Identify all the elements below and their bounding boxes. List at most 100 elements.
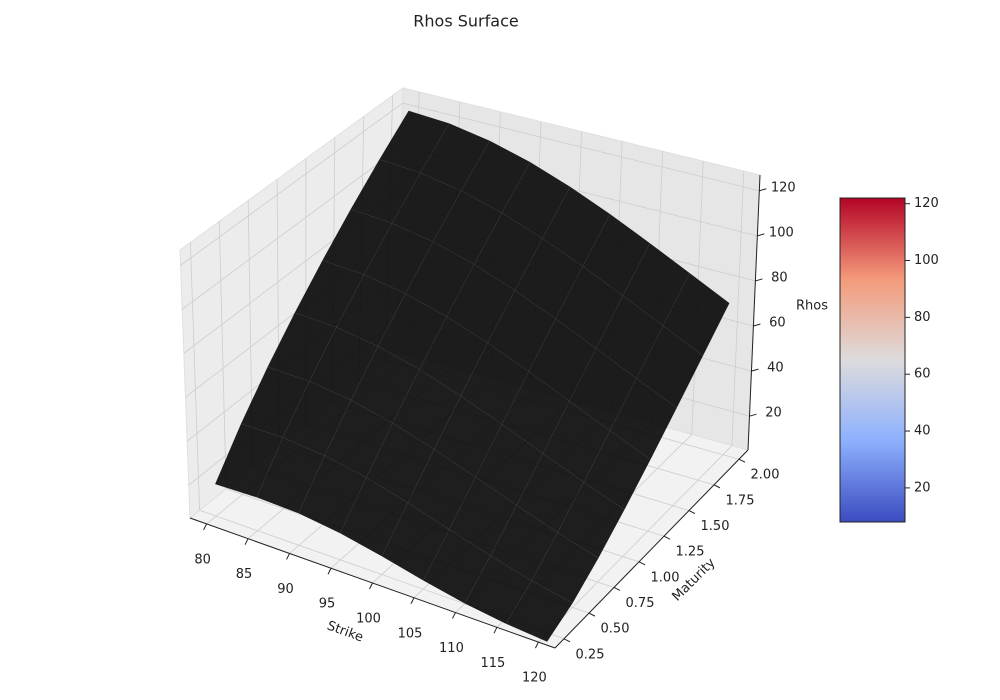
surface-facet	[460, 342, 529, 425]
surface-facet	[583, 430, 651, 510]
z-tick-label: 80	[771, 270, 788, 285]
x-tick-label: 110	[439, 641, 464, 656]
colorbar-tick-label: 80	[914, 310, 931, 325]
surface-facet	[215, 423, 283, 498]
surface-facet	[449, 477, 517, 556]
surface-facet	[474, 212, 543, 291]
tick-mark	[203, 523, 208, 531]
surface-facet	[487, 290, 556, 372]
z-tick-label: 100	[769, 225, 794, 240]
surface-facet	[475, 424, 543, 506]
surface-facet	[446, 264, 515, 343]
z-tick-label: 40	[767, 361, 784, 376]
tick-mark	[751, 368, 759, 372]
tick-mark	[713, 484, 721, 489]
surface-facet	[392, 369, 461, 450]
surface-facet	[379, 110, 450, 173]
surface-facet	[241, 366, 310, 438]
tick-mark	[688, 510, 696, 514]
tick-mark	[588, 612, 596, 617]
tick-mark	[663, 535, 671, 540]
grid-line	[538, 445, 733, 643]
colorbar-gradient	[839, 197, 906, 523]
surface-facet	[501, 162, 571, 239]
z-tick-label: 60	[769, 316, 786, 331]
surface-facet	[582, 214, 650, 296]
grid-line	[189, 242, 200, 511]
tick-mark	[757, 233, 765, 237]
surface-facet	[542, 401, 610, 483]
surface-facet	[531, 532, 599, 603]
surface-facet	[366, 423, 435, 503]
x-tick-label: 80	[194, 552, 211, 567]
surface-facet	[490, 505, 558, 581]
tick-mark	[738, 458, 746, 463]
tick-mark	[327, 568, 332, 575]
y-tick-label: 1.50	[701, 519, 730, 534]
surface-facet	[350, 159, 421, 224]
tick-mark	[755, 278, 763, 282]
tick-mark	[410, 597, 415, 604]
tick-mark	[613, 587, 621, 591]
surface-facet	[392, 172, 462, 242]
surface-facet	[636, 325, 703, 408]
surface-facet	[351, 346, 420, 424]
y-tick-label: 1.00	[651, 570, 680, 585]
y-tick-label: 1.75	[726, 493, 755, 508]
grid-line	[402, 102, 760, 192]
tick-mark	[286, 553, 290, 560]
surface-facet	[298, 455, 367, 534]
surface-facet	[378, 293, 447, 370]
tick-mark	[638, 561, 646, 566]
surface-facet	[324, 400, 393, 478]
x-tick-label: 95	[319, 597, 336, 612]
tick-mark	[369, 582, 373, 590]
tick-mark	[493, 627, 498, 634]
surface-facet	[461, 140, 530, 213]
surface-facet	[267, 312, 337, 382]
surface-facet	[610, 378, 677, 460]
surface-facet	[528, 318, 597, 402]
tick-mark	[753, 323, 761, 327]
surface-facet	[514, 238, 583, 319]
tick-mark	[749, 413, 757, 417]
grid-line	[731, 171, 745, 446]
surface-facet	[282, 381, 352, 456]
colorbar-tick-label: 100	[914, 253, 939, 268]
surface-facet	[336, 274, 406, 347]
x-tick-label: 90	[277, 582, 294, 597]
x-tick-label: 100	[356, 612, 381, 627]
surface-facet	[309, 327, 378, 401]
z-axis-label: Rhos	[796, 299, 828, 314]
surface-facet	[505, 580, 573, 642]
colorbar: 20 40 60 80 100 120	[839, 196, 939, 523]
y-tick-label: 2.00	[751, 468, 780, 483]
surface-facet	[464, 555, 532, 624]
surface-facet	[419, 316, 488, 396]
z-tick-label: 20	[765, 406, 782, 421]
surface-facet	[542, 186, 611, 267]
surface-facet	[433, 190, 502, 265]
x-tick-label: 105	[398, 626, 423, 641]
surface-facet	[407, 449, 476, 530]
surface-facet	[420, 123, 490, 191]
surface-facet	[663, 273, 730, 356]
surface-facet	[381, 502, 450, 581]
colorbar-tick-label: 20	[914, 480, 931, 495]
surface-facet	[569, 348, 637, 431]
tick-mark	[534, 641, 539, 649]
grid-line	[180, 102, 403, 266]
surface-facet	[502, 371, 570, 454]
surface-facet	[434, 395, 502, 478]
x-tick-label: 115	[481, 656, 506, 671]
tick-mark	[563, 638, 571, 643]
x-tick-label: 120	[522, 671, 547, 686]
colorbar-tick-label: 60	[914, 367, 931, 382]
grid-line	[218, 221, 227, 489]
surface	[215, 110, 730, 642]
axes: 80 85 90 95 100 105 110 115 120 0.25 0.50 0.75 1.00 1…	[189, 174, 796, 686]
surface-facet	[516, 453, 584, 533]
colorbar-tick-label: 40	[914, 424, 931, 439]
z-axis-line	[747, 174, 761, 451]
